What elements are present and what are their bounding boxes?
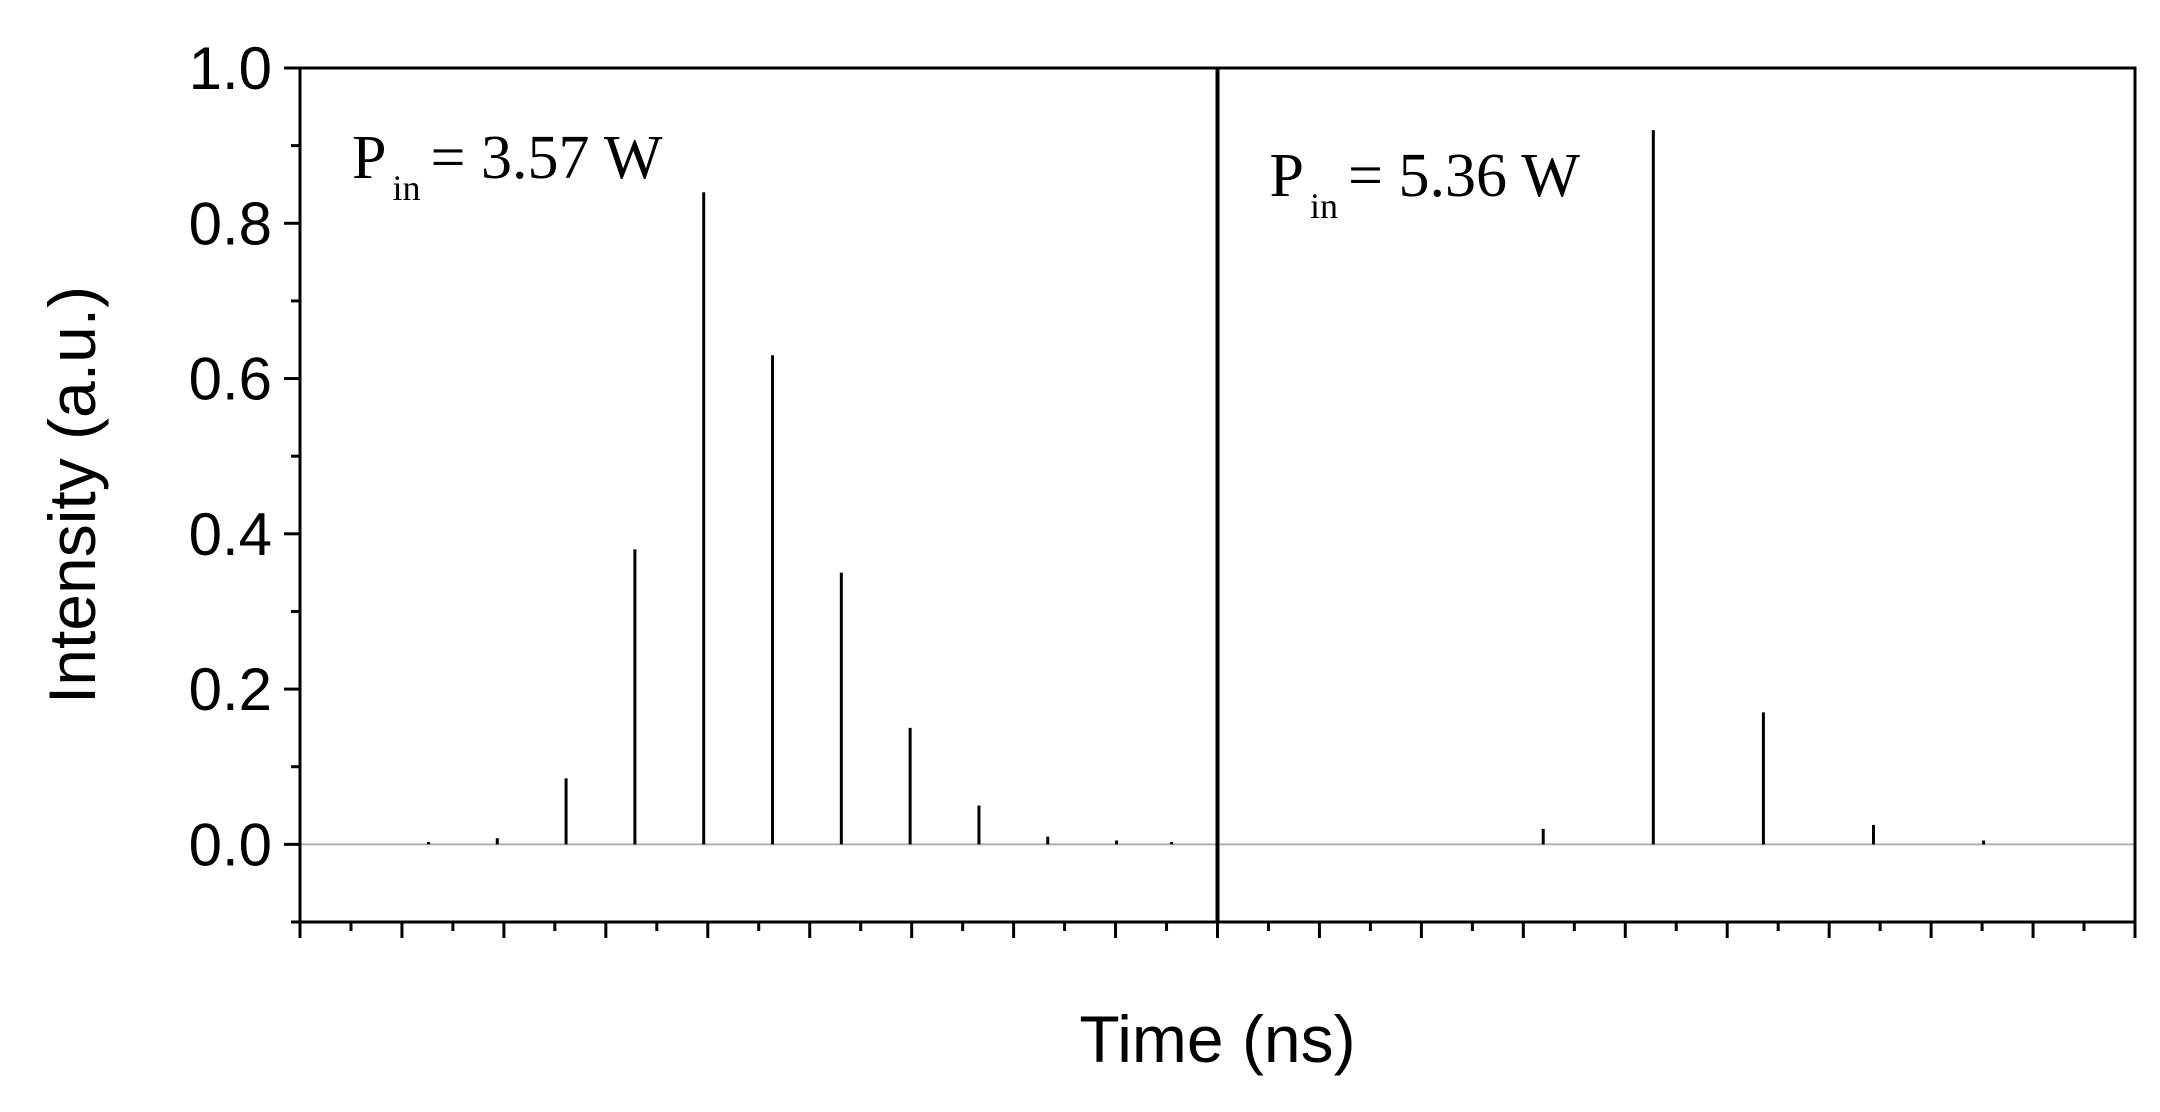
y-tick-label: 0.0: [189, 811, 272, 878]
y-tick-label: 0.8: [189, 190, 272, 257]
y-axis-title: Intensity (a.u.): [35, 286, 109, 704]
y-tick-label: 0.6: [189, 346, 272, 413]
y-tick-label: 1.0: [189, 35, 272, 102]
y-tick-label: 0.4: [189, 501, 272, 568]
x-axis-title: Time (ns): [1079, 1002, 1355, 1076]
y-tick-label: 0.2: [189, 656, 272, 723]
